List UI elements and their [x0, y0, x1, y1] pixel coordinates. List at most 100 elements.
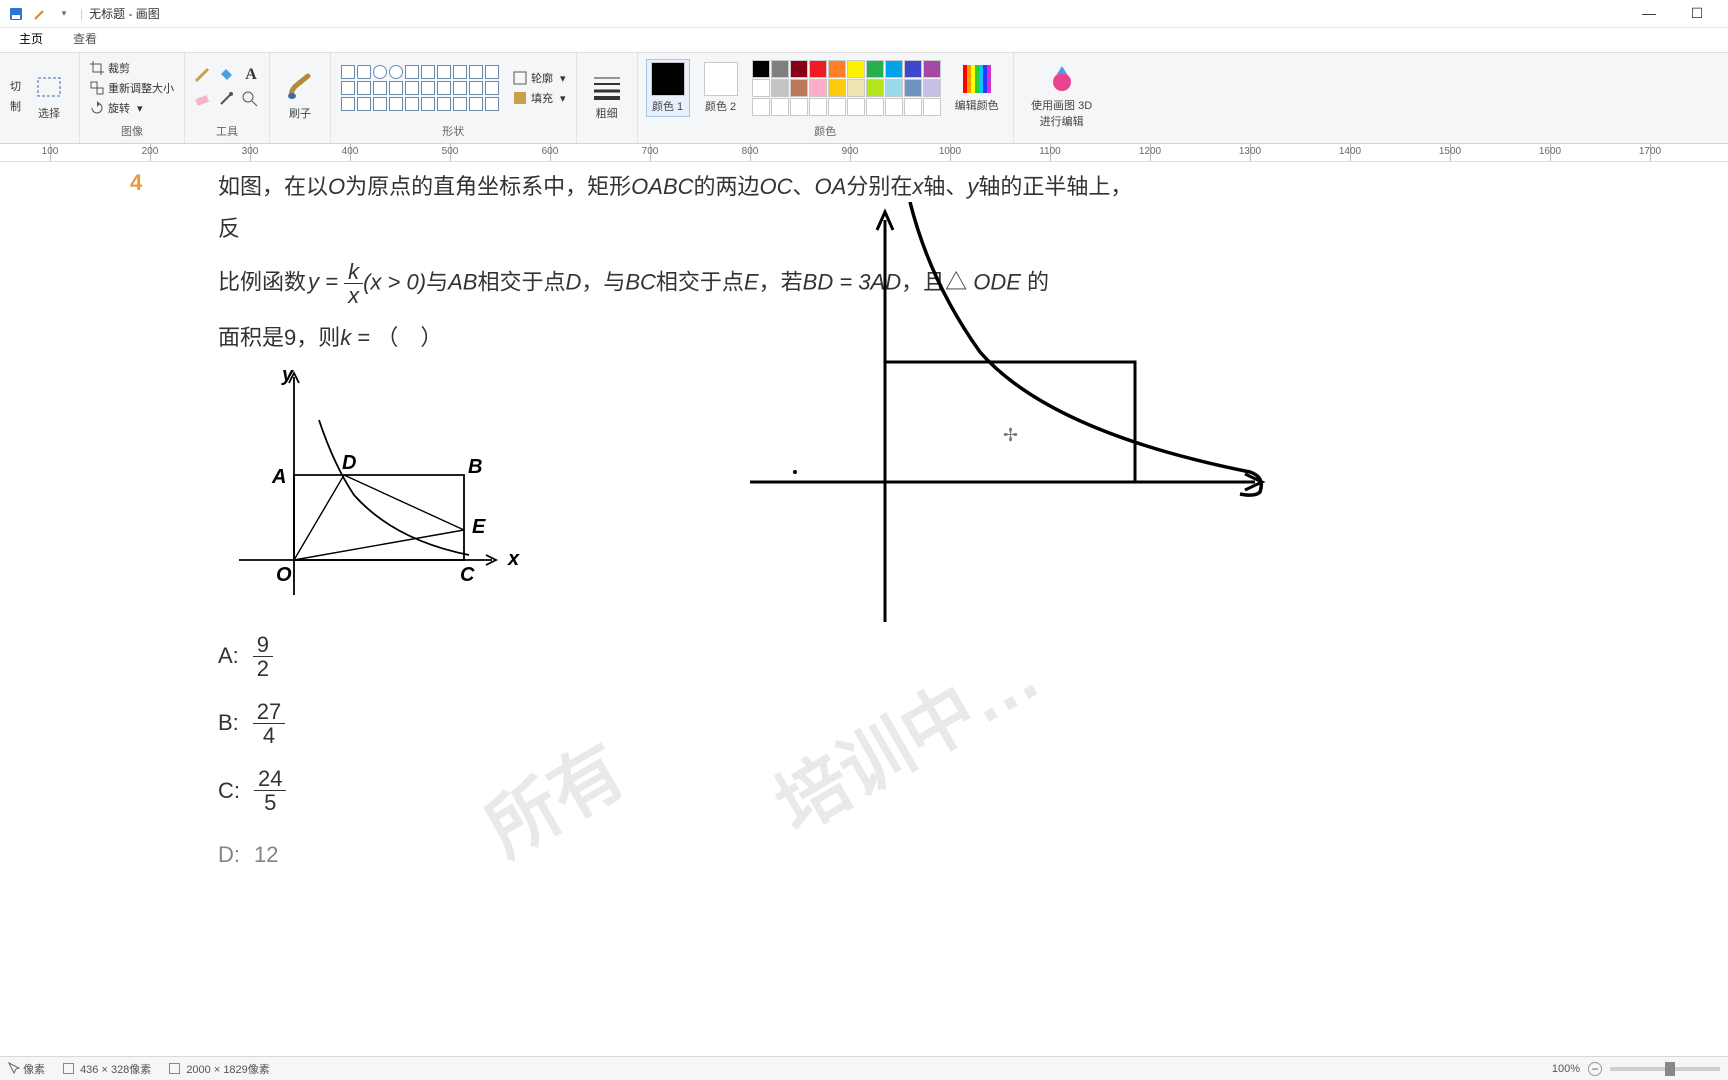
canvas[interactable]: 所有 培训中… 4 如图，在以O为原点的直角坐标系中，矩形OABC的两边OC、O…: [0, 162, 1728, 1056]
title-bar: ▾ | 无标题 - 画图 — ☐: [0, 0, 1728, 28]
color-swatch[interactable]: [923, 98, 941, 116]
color2-button[interactable]: 颜色 2: [698, 58, 744, 118]
group-label-shapes: 形状: [442, 121, 464, 141]
group-label-tools: 工具: [216, 121, 238, 141]
svg-text:A: A: [271, 466, 286, 488]
resize-button[interactable]: 重新调整大小: [88, 79, 176, 97]
fill-icon[interactable]: [217, 66, 237, 86]
color-swatch[interactable]: [885, 60, 903, 78]
fill-shape-button[interactable]: 填充 ▾: [511, 89, 568, 107]
pencil-icon[interactable]: [193, 66, 213, 86]
eraser-icon[interactable]: [193, 90, 213, 110]
user-drawing: [750, 202, 1280, 632]
status-bar: 像素 436 × 328像素 2000 × 1829像素 100% −: [0, 1056, 1728, 1080]
color-swatch[interactable]: [771, 98, 789, 116]
size-icon: [591, 71, 623, 103]
tab-view[interactable]: 查看: [58, 25, 112, 52]
color-swatch[interactable]: [866, 98, 884, 116]
status-pos: 像素: [8, 1061, 45, 1077]
edit-colors-button[interactable]: 编辑颜色: [949, 59, 1005, 117]
window-title: 无标题 - 画图: [89, 5, 160, 22]
status-selection: 436 × 328像素: [63, 1061, 151, 1077]
color-swatch[interactable]: [828, 98, 846, 116]
group-colors: 颜色 1 颜色 2 编辑颜色 颜色: [638, 53, 1014, 143]
qat-save-icon[interactable]: [6, 4, 26, 24]
color-swatch[interactable]: [866, 79, 884, 97]
color-swatch[interactable]: [847, 98, 865, 116]
maximize-button[interactable]: ☐: [1682, 5, 1712, 22]
color-swatch[interactable]: [790, 79, 808, 97]
question-number: 4: [130, 170, 142, 196]
color-swatch[interactable]: [752, 98, 770, 116]
color-swatch[interactable]: [885, 79, 903, 97]
color-swatch[interactable]: [885, 98, 903, 116]
color-swatch[interactable]: [809, 98, 827, 116]
cursor-crosshair-icon: ✢: [1003, 425, 1018, 446]
picker-icon[interactable]: [217, 90, 237, 110]
zoom-slider[interactable]: [1610, 1067, 1720, 1071]
magnify-icon[interactable]: [241, 90, 261, 110]
group-tools: A 工具: [185, 53, 270, 143]
qat-dropdown-icon[interactable]: ▾: [54, 4, 74, 24]
color-swatch[interactable]: [847, 60, 865, 78]
stray-dot: [793, 470, 797, 474]
color-swatch[interactable]: [771, 60, 789, 78]
cut-button[interactable]: 切: [8, 77, 23, 95]
outline-button[interactable]: 轮廓 ▾: [511, 69, 568, 87]
horizontal-ruler: 1002003004005006007008009001000110012001…: [0, 144, 1728, 162]
color-swatch[interactable]: [790, 98, 808, 116]
color-swatch[interactable]: [809, 60, 827, 78]
svg-text:O: O: [276, 564, 292, 586]
color-swatch[interactable]: [752, 79, 770, 97]
size-button[interactable]: 粗细: [585, 67, 629, 125]
color-swatch[interactable]: [752, 60, 770, 78]
color-swatch[interactable]: [790, 60, 808, 78]
color-swatch[interactable]: [828, 79, 846, 97]
text-icon[interactable]: A: [241, 66, 261, 86]
group-paint3d: 使用画图 3D 进行编辑: [1014, 53, 1110, 143]
select-icon: [33, 71, 65, 103]
problem-figure: yxOABCDE: [224, 365, 524, 615]
status-size: 2000 × 1829像素: [169, 1061, 269, 1077]
color-swatch[interactable]: [866, 60, 884, 78]
color-swatch[interactable]: [904, 79, 922, 97]
group-size: 粗细: [577, 53, 638, 143]
paint3d-icon: [1046, 63, 1078, 95]
ribbon: 切 制 选择 裁剪 重新调整大小 旋转 ▾ 图像 A: [0, 52, 1728, 144]
qat-brush-icon[interactable]: [30, 4, 50, 24]
group-clipboard: 切 制 选择: [0, 53, 80, 143]
svg-text:y: y: [281, 365, 294, 386]
color1-swatch: [651, 62, 685, 96]
zoom-out-button[interactable]: −: [1588, 1062, 1602, 1076]
minimize-button[interactable]: —: [1634, 5, 1664, 22]
rainbow-icon: [961, 63, 993, 95]
brush-button[interactable]: 刷子: [278, 67, 322, 125]
group-brush: 刷子: [270, 53, 331, 143]
color2-swatch: [704, 62, 738, 96]
tab-home[interactable]: 主页: [4, 25, 58, 52]
crop-button[interactable]: 裁剪: [88, 59, 176, 77]
color-swatch[interactable]: [771, 79, 789, 97]
ribbon-tabs: 主页 查看: [0, 28, 1728, 52]
paint3d-button[interactable]: 使用画图 3D 进行编辑: [1022, 59, 1102, 133]
color-swatch[interactable]: [904, 98, 922, 116]
color-swatch[interactable]: [904, 60, 922, 78]
svg-text:D: D: [342, 452, 356, 474]
shapes-gallery[interactable]: [339, 63, 501, 113]
color-swatch[interactable]: [847, 79, 865, 97]
color-palette[interactable]: [752, 60, 941, 116]
color-swatch[interactable]: [923, 79, 941, 97]
group-image: 裁剪 重新调整大小 旋转 ▾ 图像: [80, 53, 185, 143]
color-swatch[interactable]: [923, 60, 941, 78]
zoom-value: 100%: [1552, 1063, 1580, 1075]
color1-button[interactable]: 颜色 1: [646, 59, 690, 117]
canvas-area[interactable]: 所有 培训中… 4 如图，在以O为原点的直角坐标系中，矩形OABC的两边OC、O…: [0, 162, 1728, 1056]
select-button[interactable]: 选择: [27, 67, 71, 125]
rotate-button[interactable]: 旋转 ▾: [88, 99, 176, 117]
color-swatch[interactable]: [828, 60, 846, 78]
color-swatch[interactable]: [809, 79, 827, 97]
copy-button[interactable]: 制: [8, 97, 23, 115]
svg-text:B: B: [468, 456, 482, 478]
group-label-image: 图像: [121, 121, 143, 141]
svg-text:E: E: [472, 516, 486, 538]
